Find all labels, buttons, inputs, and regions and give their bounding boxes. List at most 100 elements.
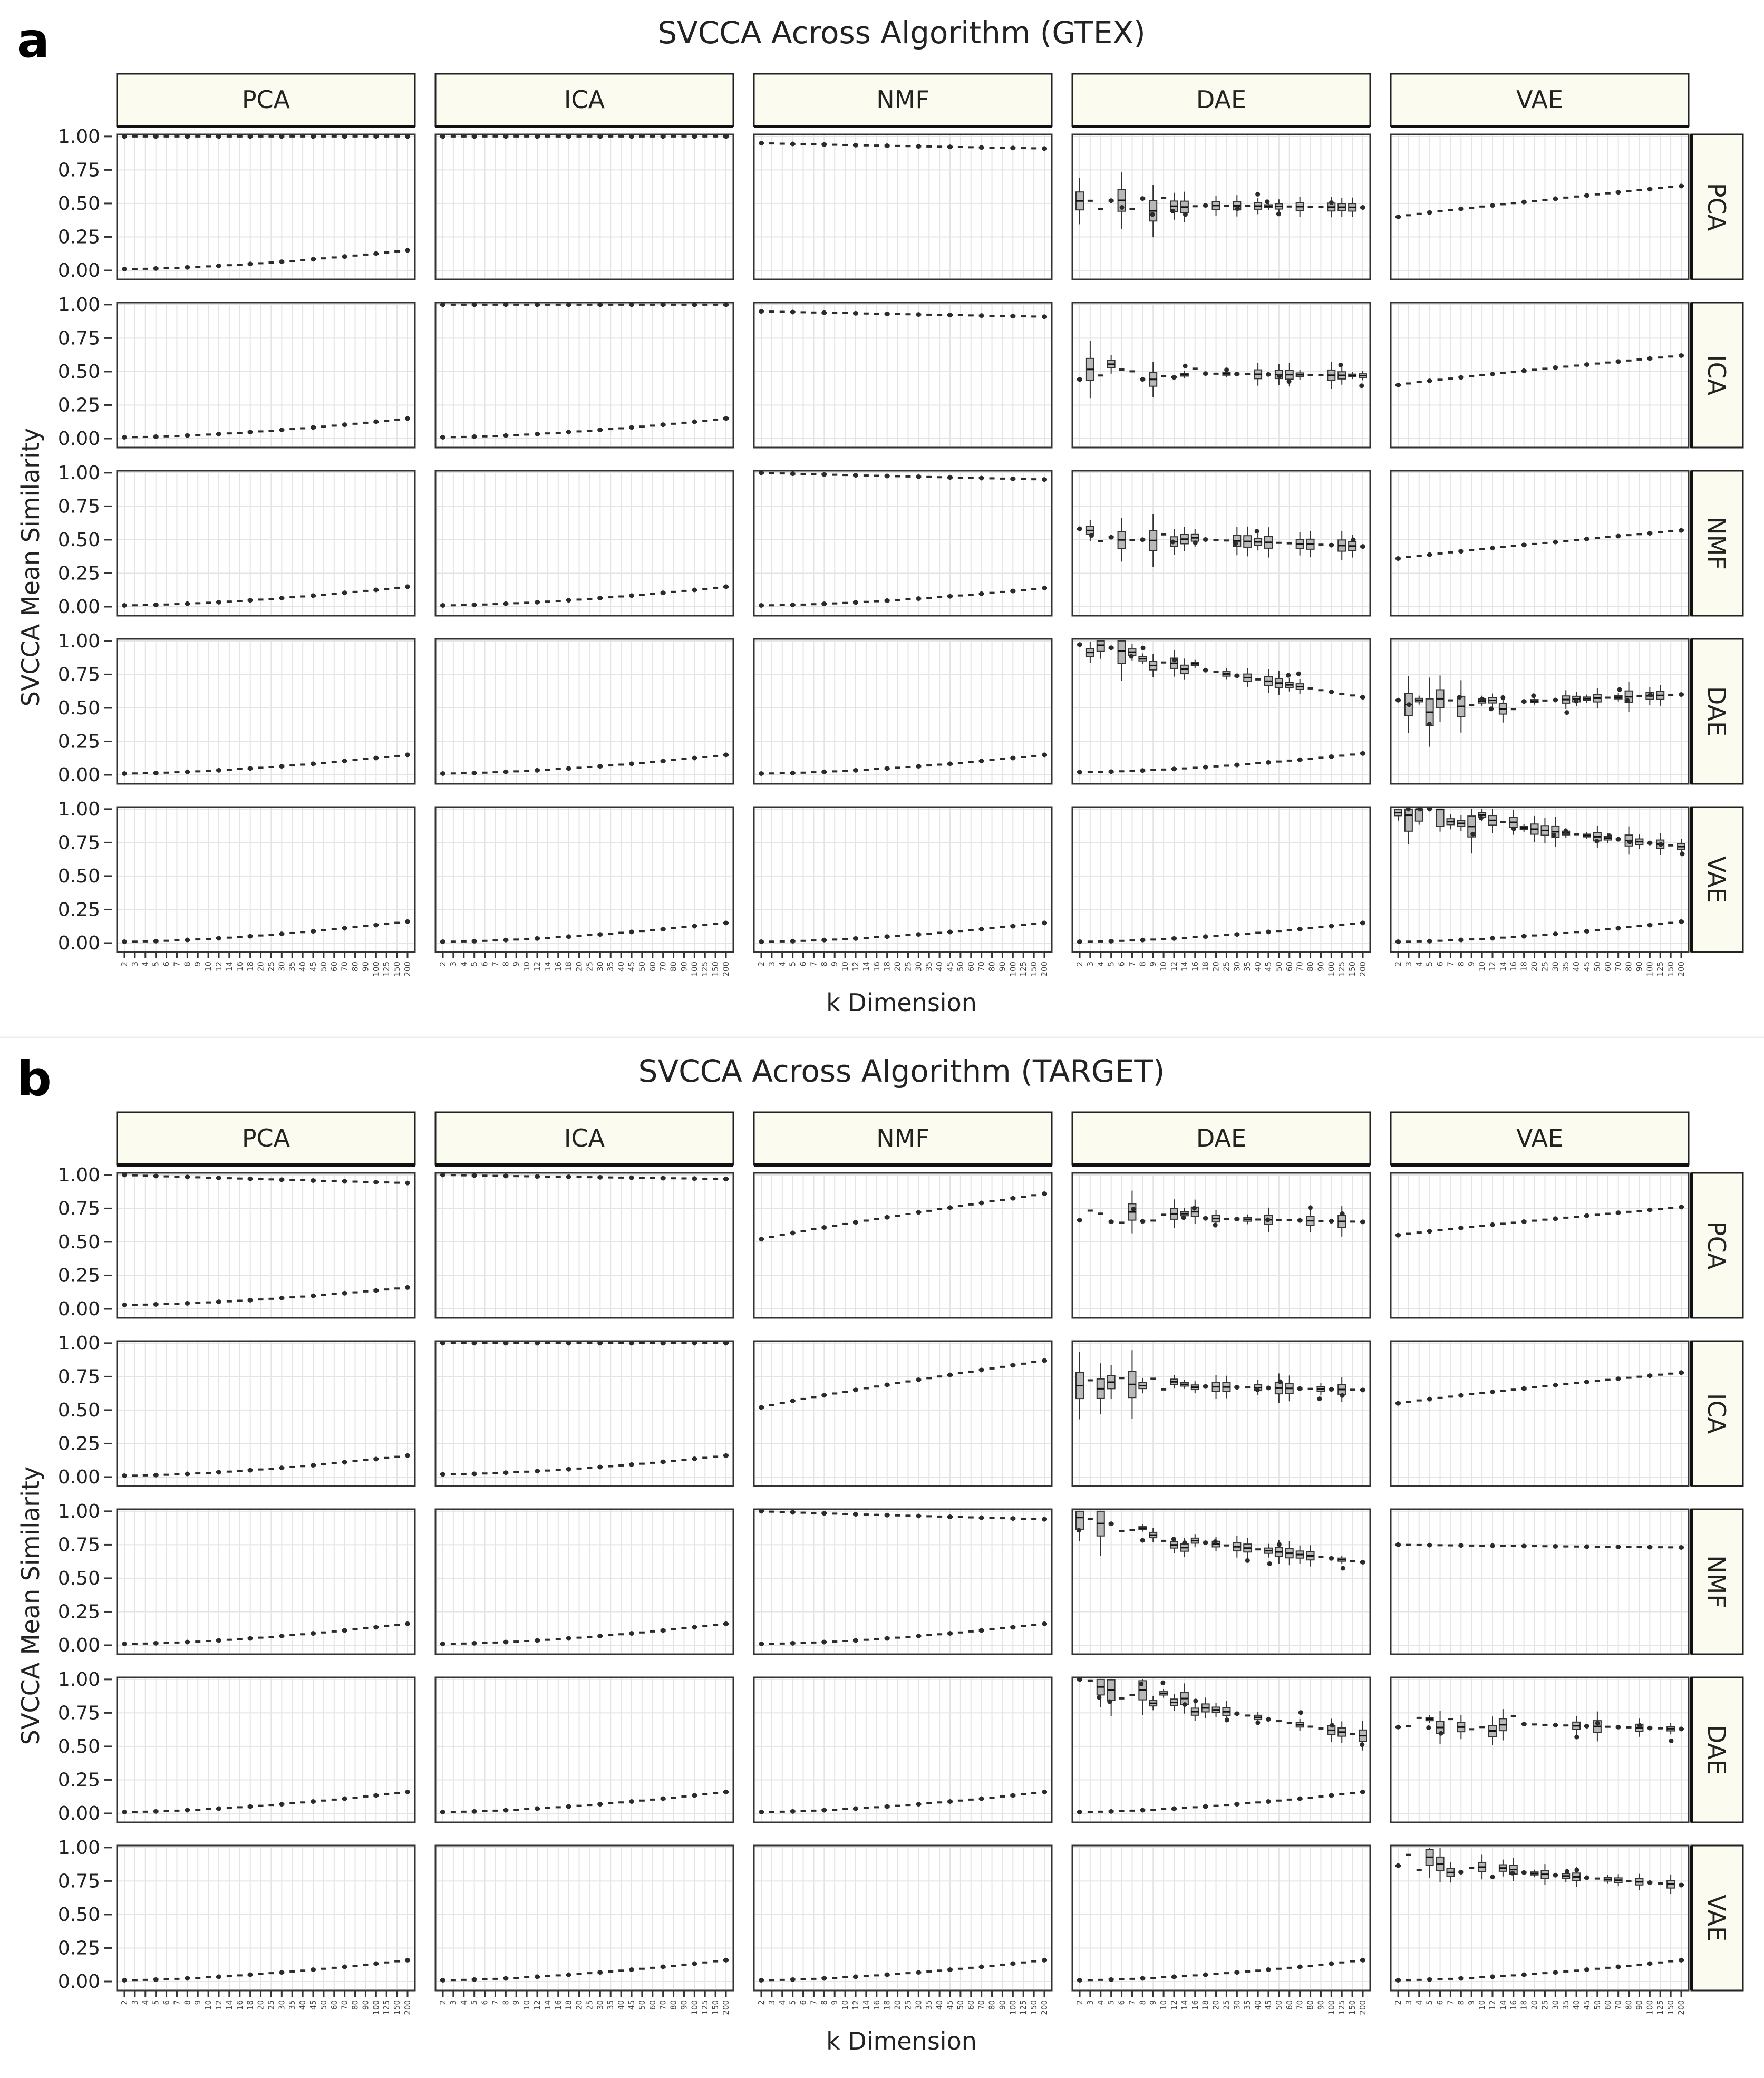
x-tick-label: 60 — [966, 2000, 976, 2010]
x-tick-label: 30 — [595, 2000, 605, 2010]
data-point — [1011, 589, 1015, 594]
y-tick-label: 0.50 — [58, 361, 100, 383]
data-point — [822, 1225, 827, 1230]
outlier-point — [1193, 540, 1198, 545]
x-tick-label: 30 — [1232, 2000, 1242, 2010]
x-tick-label: 20 — [575, 2000, 584, 2010]
x-tick-label: 90 — [1634, 962, 1644, 972]
data-point — [405, 1621, 410, 1626]
outlier-point — [1129, 654, 1133, 659]
data-point — [854, 1638, 858, 1643]
data-point — [1329, 1219, 1334, 1224]
data-point — [503, 1976, 508, 1981]
x-tick-label: 18 — [883, 962, 892, 972]
x-tick-label: 70 — [1614, 962, 1623, 972]
data-point — [822, 601, 827, 606]
outlier-point — [1329, 200, 1334, 205]
data-point — [885, 1215, 889, 1220]
x-tick-label: 2 — [438, 2000, 448, 2005]
x-tick-label: 150 — [711, 962, 720, 977]
panel-frame — [1391, 807, 1689, 952]
x-tick-label: 10 — [522, 962, 531, 972]
outlier-point — [1255, 1720, 1260, 1725]
x-tick-label: 30 — [914, 2000, 923, 2010]
outlier-point — [1531, 693, 1536, 698]
data-point — [1647, 1373, 1652, 1378]
x-tick-label: 90 — [679, 962, 689, 972]
outlier-point — [1298, 1710, 1303, 1715]
panel-frame — [117, 1341, 415, 1486]
data-point — [441, 435, 445, 440]
x-tick-label: 16 — [872, 962, 881, 972]
data-point — [1616, 1545, 1621, 1549]
y-tick-label: 0.50 — [58, 1231, 100, 1253]
outlier-point — [1265, 1218, 1270, 1222]
x-tick-label: 100 — [1326, 2000, 1336, 2015]
outlier-point — [1160, 1681, 1165, 1685]
column-strip-ica: ICA — [435, 74, 733, 127]
data-point — [279, 1970, 284, 1975]
data-point — [822, 938, 827, 943]
data-point — [1042, 1621, 1047, 1626]
data-point — [279, 428, 284, 432]
column-strip-pca: PCA — [117, 74, 415, 127]
data-point — [854, 1220, 858, 1225]
data-point — [535, 302, 540, 307]
column-strip-vae: VAE — [1391, 74, 1689, 127]
data-point — [185, 938, 190, 943]
data-point — [248, 1177, 253, 1181]
y-tick-label: 0.00 — [58, 933, 100, 954]
data-point — [566, 1804, 571, 1809]
data-point — [1427, 807, 1432, 811]
outlier-point — [1172, 657, 1177, 662]
y-tick-label: 0.00 — [58, 1298, 100, 1320]
data-point — [916, 312, 921, 317]
data-point — [1647, 1726, 1652, 1731]
data-point — [1329, 543, 1334, 548]
x-tick-label: 35 — [287, 2000, 297, 2010]
data-point — [1011, 145, 1015, 150]
data-point — [217, 1806, 221, 1811]
data-point — [311, 1631, 316, 1636]
data-point — [661, 422, 665, 427]
panel-dae-vs-pca — [117, 1677, 415, 1822]
outlier-point — [1171, 1537, 1176, 1541]
data-point — [724, 416, 729, 421]
outlier-point — [1193, 1698, 1198, 1703]
panel-frame — [1391, 134, 1689, 279]
data-point — [790, 1399, 795, 1403]
data-point — [311, 1967, 316, 1972]
strip-label: VAE — [1516, 1124, 1563, 1152]
data-point — [472, 1977, 477, 1982]
x-tick-label: 40 — [1253, 2000, 1263, 2010]
data-point — [217, 1176, 221, 1180]
data-point — [441, 771, 445, 776]
panel-frame — [754, 639, 1052, 784]
data-point — [1679, 528, 1684, 533]
x-tick-label: 25 — [585, 2000, 594, 2010]
x-tick-label: 80 — [1306, 2000, 1315, 2010]
data-point — [1078, 642, 1082, 647]
chart-title: SVCCA Across Algorithm (TARGET) — [638, 1053, 1165, 1089]
data-point — [342, 422, 347, 427]
data-point — [374, 755, 379, 760]
column-strip-nmf: NMF — [754, 74, 1052, 127]
data-point — [566, 1467, 571, 1472]
panel-frame — [117, 1173, 415, 1318]
data-point — [1459, 549, 1463, 554]
data-point — [311, 134, 316, 139]
x-tick-label: 200 — [1040, 962, 1049, 977]
data-point — [661, 927, 665, 931]
data-point — [153, 939, 158, 944]
y-tick-label: 0.00 — [58, 260, 100, 281]
data-point — [629, 425, 634, 430]
data-point — [217, 1470, 221, 1474]
x-tick-label: 200 — [1040, 2000, 1049, 2015]
x-tick-label: 14 — [861, 2000, 871, 2010]
data-point — [1616, 1725, 1621, 1730]
panel-frame — [117, 1677, 415, 1822]
data-point — [759, 309, 764, 314]
data-point — [503, 134, 508, 139]
data-point — [822, 1640, 827, 1645]
